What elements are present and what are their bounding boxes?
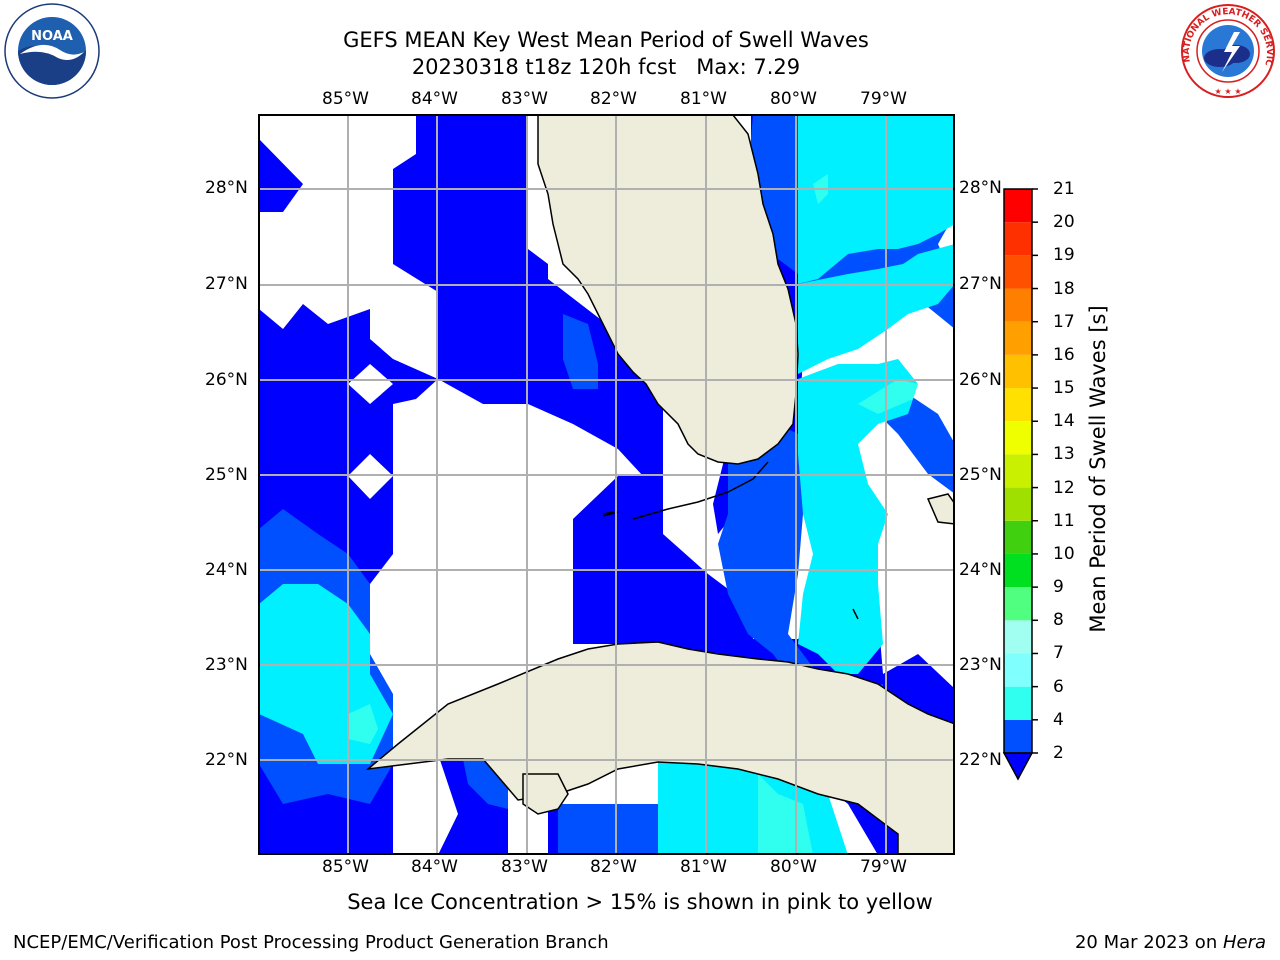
svg-text:★ ★ ★: ★ ★ ★ (1214, 87, 1241, 96)
colorbar-swatch (1004, 354, 1032, 389)
map-frame (258, 114, 955, 855)
colorbar-tick-label: 17 (1053, 311, 1075, 332)
colorbar-tick-label: 12 (1053, 477, 1075, 498)
colorbar-swatch (1004, 189, 1032, 223)
colorbar-frame (1003, 188, 1033, 754)
colorbar-swatch (1004, 255, 1032, 289)
sea-ice-caption: Sea Ice Concentration > 15% is shown in … (347, 890, 933, 914)
colorbar-tick-label: 9 (1053, 577, 1064, 598)
lat-tick-left: 22°N (205, 750, 248, 770)
lon-tick-bottom: 79°W (860, 857, 907, 877)
colorbar-tick-label: 10 (1053, 543, 1075, 564)
colorbar-tick-label: 4 (1053, 709, 1064, 730)
swell-6to7-fill (348, 174, 918, 854)
swell-period-map (258, 114, 955, 855)
colorbar-tick-label: 15 (1053, 378, 1075, 399)
lon-tick-bottom: 82°W (590, 857, 637, 877)
colorbar-label: Mean Period of Swell Waves [s] (1086, 305, 1110, 633)
colorbar-extend-arrow (1002, 752, 1034, 781)
lat-tick-left: 25°N (205, 465, 248, 485)
colorbar-swatch (1004, 620, 1032, 654)
colorbar-tick-label: 18 (1053, 278, 1075, 299)
lat-tick-right: 25°N (959, 465, 1002, 485)
land (365, 115, 954, 854)
lat-tick-right: 24°N (959, 560, 1002, 580)
noaa-logo-text: NOAA (31, 29, 73, 44)
lon-tick-top: 82°W (590, 89, 637, 109)
lon-tick-top: 84°W (411, 89, 458, 109)
colorbar-tick-label: 2 (1053, 743, 1064, 763)
lat-tick-right: 28°N (959, 178, 1002, 198)
footer-date: 20 Mar 2023 on Hera (1075, 932, 1266, 953)
footer-date-text: 20 Mar 2023 on (1074, 932, 1223, 953)
footer-host: Hera (1222, 932, 1266, 953)
lon-tick-bottom: 85°W (322, 857, 369, 877)
colorbar-tick-label: 20 (1053, 212, 1075, 233)
lat-tick-right: 23°N (959, 655, 1002, 675)
colorbar-swatch (1004, 222, 1032, 256)
lon-tick-bottom: 80°W (770, 857, 817, 877)
lon-tick-bottom: 81°W (680, 857, 727, 877)
colorbar-swatch (1004, 520, 1032, 554)
lon-tick-top: 85°W (322, 89, 369, 109)
colorbar (995, 180, 1055, 790)
lat-tick-left: 26°N (205, 370, 248, 390)
lon-tick-bottom: 84°W (411, 857, 458, 877)
colorbar-tick-label: 11 (1053, 510, 1075, 531)
nws-logo: ★ ★ ★ NATIONAL WEATHER SERVICE (1173, 0, 1280, 102)
colorbar-swatch (1004, 454, 1032, 488)
map-panel (258, 114, 955, 855)
lat-tick-right: 26°N (959, 370, 1002, 390)
colorbar-tick-label: 8 (1053, 610, 1064, 631)
colorbar-tick-label: 19 (1053, 245, 1075, 266)
lon-tick-top: 80°W (770, 89, 817, 109)
colorbar-swatch (1004, 653, 1032, 687)
colorbar-swatch (1004, 587, 1032, 621)
chart-title: GEFS MEAN Key West Mean Period of Swell … (343, 28, 869, 52)
lat-tick-right: 27°N (959, 274, 1002, 294)
colorbar-tick-label: 21 (1053, 179, 1075, 199)
lon-tick-bottom: 83°W (501, 857, 548, 877)
colorbar-swatch (1004, 487, 1032, 521)
colorbar-swatch (1004, 719, 1032, 753)
colorbar-swatch (1004, 288, 1032, 322)
noaa-logo: NOAA (2, 2, 102, 102)
lon-tick-top: 81°W (680, 89, 727, 109)
lat-tick-left: 23°N (205, 655, 248, 675)
footer-branch: NCEP/EMC/Verification Post Processing Pr… (13, 932, 609, 953)
chart-subtitle: 20230318 t18z 120h fcst Max: 7.29 (411, 55, 801, 79)
colorbar-tick-label: 16 (1053, 344, 1075, 365)
colorbar-tick-label: 14 (1053, 411, 1075, 432)
lat-tick-left: 28°N (205, 178, 248, 198)
map-gridlines (259, 115, 954, 854)
lon-tick-top: 83°W (501, 89, 548, 109)
colorbar-swatch (1004, 321, 1032, 355)
colorbar-swatch (1004, 686, 1032, 720)
lat-tick-left: 24°N (205, 560, 248, 580)
colorbar-swatch (1004, 553, 1032, 588)
colorbar-swatch (1004, 421, 1032, 455)
colorbar-tick-label: 13 (1053, 444, 1075, 465)
lon-tick-top: 79°W (860, 89, 907, 109)
lat-tick-left: 27°N (205, 274, 248, 294)
colorbar-tick-label: 7 (1053, 643, 1064, 664)
lat-tick-right: 22°N (959, 750, 1002, 770)
colorbar-tick-label: 6 (1053, 676, 1064, 697)
colorbar-swatch (1004, 388, 1032, 422)
